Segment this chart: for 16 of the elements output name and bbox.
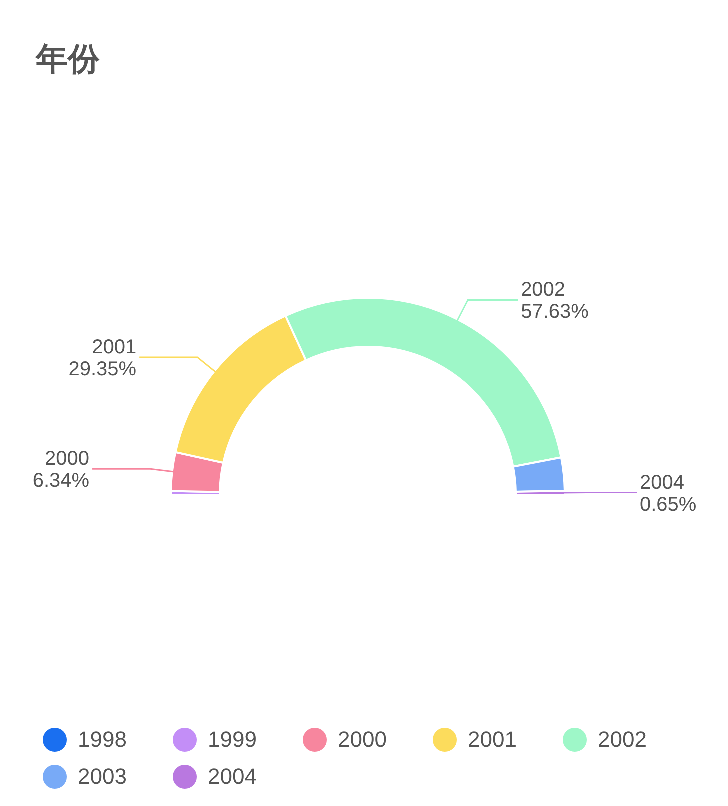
slice-label: 2000 (45, 448, 90, 470)
legend-label: 1999 (208, 727, 257, 752)
data-label: 57.63% (521, 301, 590, 324)
data-label: 6.34% (32, 470, 90, 492)
legend-label: 2004 (208, 764, 257, 789)
slice-label: 2001 (92, 336, 137, 358)
slice-label: 2004 (640, 472, 684, 494)
legend-label: 2003 (78, 764, 127, 789)
legend-label: 1998 (78, 727, 127, 752)
legend-label: 2000 (338, 727, 387, 752)
data-label: 0.65% (640, 494, 697, 516)
data-label: 29.35% (68, 358, 137, 380)
slice-label: 2002 (521, 279, 566, 302)
legend-label: 2002 (598, 727, 647, 752)
legend-label: 2001 (468, 727, 517, 752)
chart-title: 年份 (35, 41, 101, 77)
